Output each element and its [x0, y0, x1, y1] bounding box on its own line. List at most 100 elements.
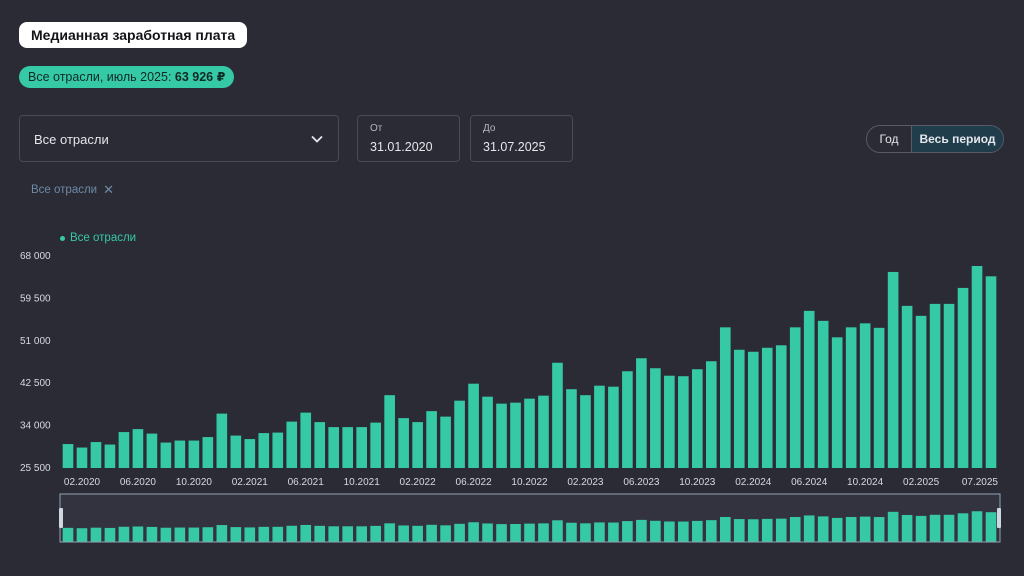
bar-06.2023 [636, 358, 647, 468]
bar-09.2022 [510, 402, 521, 468]
x-tick-label: 10.2024 [847, 477, 884, 488]
x-tick-label: 06.2022 [456, 477, 493, 488]
chart-legend: Все отрасли [60, 232, 136, 244]
bar-12.2021 [384, 395, 395, 468]
navigator-bar-05.2025 [957, 513, 969, 542]
navigator-bar-11.2022 [538, 523, 549, 542]
navigator-bar-04.2022 [440, 525, 451, 542]
bar-06.2025 [971, 265, 983, 468]
navigator-bar-12.2023 [719, 516, 731, 542]
navigator-bar-12.2022 [552, 520, 563, 542]
navigator-left-handle[interactable] [59, 508, 63, 528]
bar-08.2020 [160, 442, 172, 468]
navigator-bar-09.2024 [845, 516, 857, 542]
navigator-bar-05.2020 [118, 526, 130, 542]
page-title: Медианная заработная плата [19, 22, 248, 48]
bar-08.2022 [496, 403, 507, 468]
navigator-bar-07.2024 [817, 516, 829, 542]
date-to-value: 31.07.2025 [483, 140, 546, 154]
bar-01.2023 [566, 389, 577, 468]
y-tick-label: 51 000 [20, 336, 51, 347]
bar-07.2022 [482, 396, 493, 468]
y-tick-label: 68 000 [20, 251, 51, 262]
x-tick-label: 10.2020 [176, 477, 213, 488]
bar-04.2021 [272, 432, 284, 468]
bar-10.2023 [692, 369, 703, 468]
x-tick-label: 06.2024 [791, 477, 828, 488]
bar-10.2021 [356, 427, 367, 468]
bar-02.2022 [412, 422, 423, 468]
navigator-bar-09.2020 [174, 527, 186, 542]
bar-03.2020 [90, 442, 102, 468]
bar-04.2024 [775, 345, 787, 468]
navigator-bar-08.2023 [664, 521, 675, 542]
bar-01.2025 [901, 305, 913, 468]
bar-04.2025 [943, 303, 955, 468]
bar-11.2023 [705, 361, 717, 468]
navigator-bar-12.2020 [216, 525, 228, 542]
bar-03.2025 [929, 303, 941, 468]
navigator-bar-06.2020 [132, 526, 144, 542]
x-tick-label: 06.2023 [623, 477, 660, 488]
bar-10.2022 [524, 398, 535, 468]
navigator-bar-09.2023 [678, 521, 689, 542]
navigator-bar-04.2021 [272, 526, 284, 542]
navigator-bar-11.2021 [370, 525, 381, 542]
date-from-field[interactable]: От 31.01.2020 [357, 115, 460, 162]
bar-11.2022 [538, 395, 549, 468]
date-from-label: От [370, 123, 383, 134]
x-tick-label: 10.2021 [344, 477, 381, 488]
bar-09.2021 [342, 427, 354, 468]
navigator-bar-03.2025 [929, 514, 941, 542]
bar-04.2020 [104, 444, 116, 468]
bar-11.2020 [202, 437, 214, 468]
navigator-bar-06.2023 [636, 519, 647, 542]
chevron-down-icon [311, 135, 323, 143]
bar-09.2024 [845, 327, 857, 468]
navigator-bar-07.2022 [482, 523, 493, 542]
bar-01.2020 [62, 444, 74, 468]
navigator-bar-10.2022 [524, 523, 535, 542]
bar-05.2024 [789, 327, 801, 468]
bar-09.2020 [174, 440, 186, 468]
bar-04.2022 [440, 416, 451, 468]
navigator-bar-07.2021 [314, 525, 326, 542]
navigator-bar-01.2025 [901, 514, 913, 542]
navigator-bar-01.2021 [230, 527, 242, 542]
navigator-bar-10.2024 [859, 516, 871, 542]
date-to-field[interactable]: До 31.07.2025 [470, 115, 573, 162]
navigator-bar-09.2021 [342, 526, 354, 542]
bar-07.2021 [314, 422, 326, 468]
y-tick-label: 42 500 [20, 378, 51, 389]
y-tick-label: 25 500 [20, 463, 51, 474]
bar-06.2021 [300, 412, 312, 468]
navigator-bar-08.2024 [831, 517, 843, 542]
navigator-bar-12.2024 [887, 511, 899, 542]
period-year-button[interactable]: Год [879, 132, 899, 146]
period-all-button[interactable]: Весь период [911, 126, 1003, 152]
navigator-bar-08.2022 [496, 524, 507, 542]
y-tick-label: 59 500 [20, 293, 51, 304]
navigator-right-handle[interactable] [997, 508, 1001, 528]
navigator-bar-01.2022 [398, 525, 409, 542]
summary-label: Все отрасли, июль 2025: [28, 70, 175, 84]
bar-03.2021 [258, 433, 270, 468]
industry-select[interactable]: Все отрасли [19, 115, 339, 162]
bar-07.2025 [985, 276, 997, 468]
navigator-bar-05.2024 [789, 516, 801, 542]
navigator-bar-08.2020 [160, 527, 172, 542]
navigator-bar-01.2024 [733, 519, 745, 542]
navigator-bar-04.2025 [943, 514, 955, 542]
period-toggle: Год Весь период [866, 125, 1004, 153]
navigator-bar-07.2025 [985, 512, 997, 542]
industry-select-value: Все отрасли [34, 132, 109, 147]
bar-08.2023 [664, 375, 675, 468]
close-icon[interactable]: ✕ [103, 182, 115, 197]
navigator-bar-02.2020 [76, 528, 88, 542]
bar-02.2025 [915, 315, 927, 468]
navigator-bar-09.2022 [510, 524, 521, 542]
bar-12.2024 [887, 271, 899, 468]
navigator-bar-11.2023 [705, 520, 717, 542]
navigator-bar-01.2023 [566, 522, 577, 542]
navigator-bar-02.2022 [412, 525, 423, 542]
